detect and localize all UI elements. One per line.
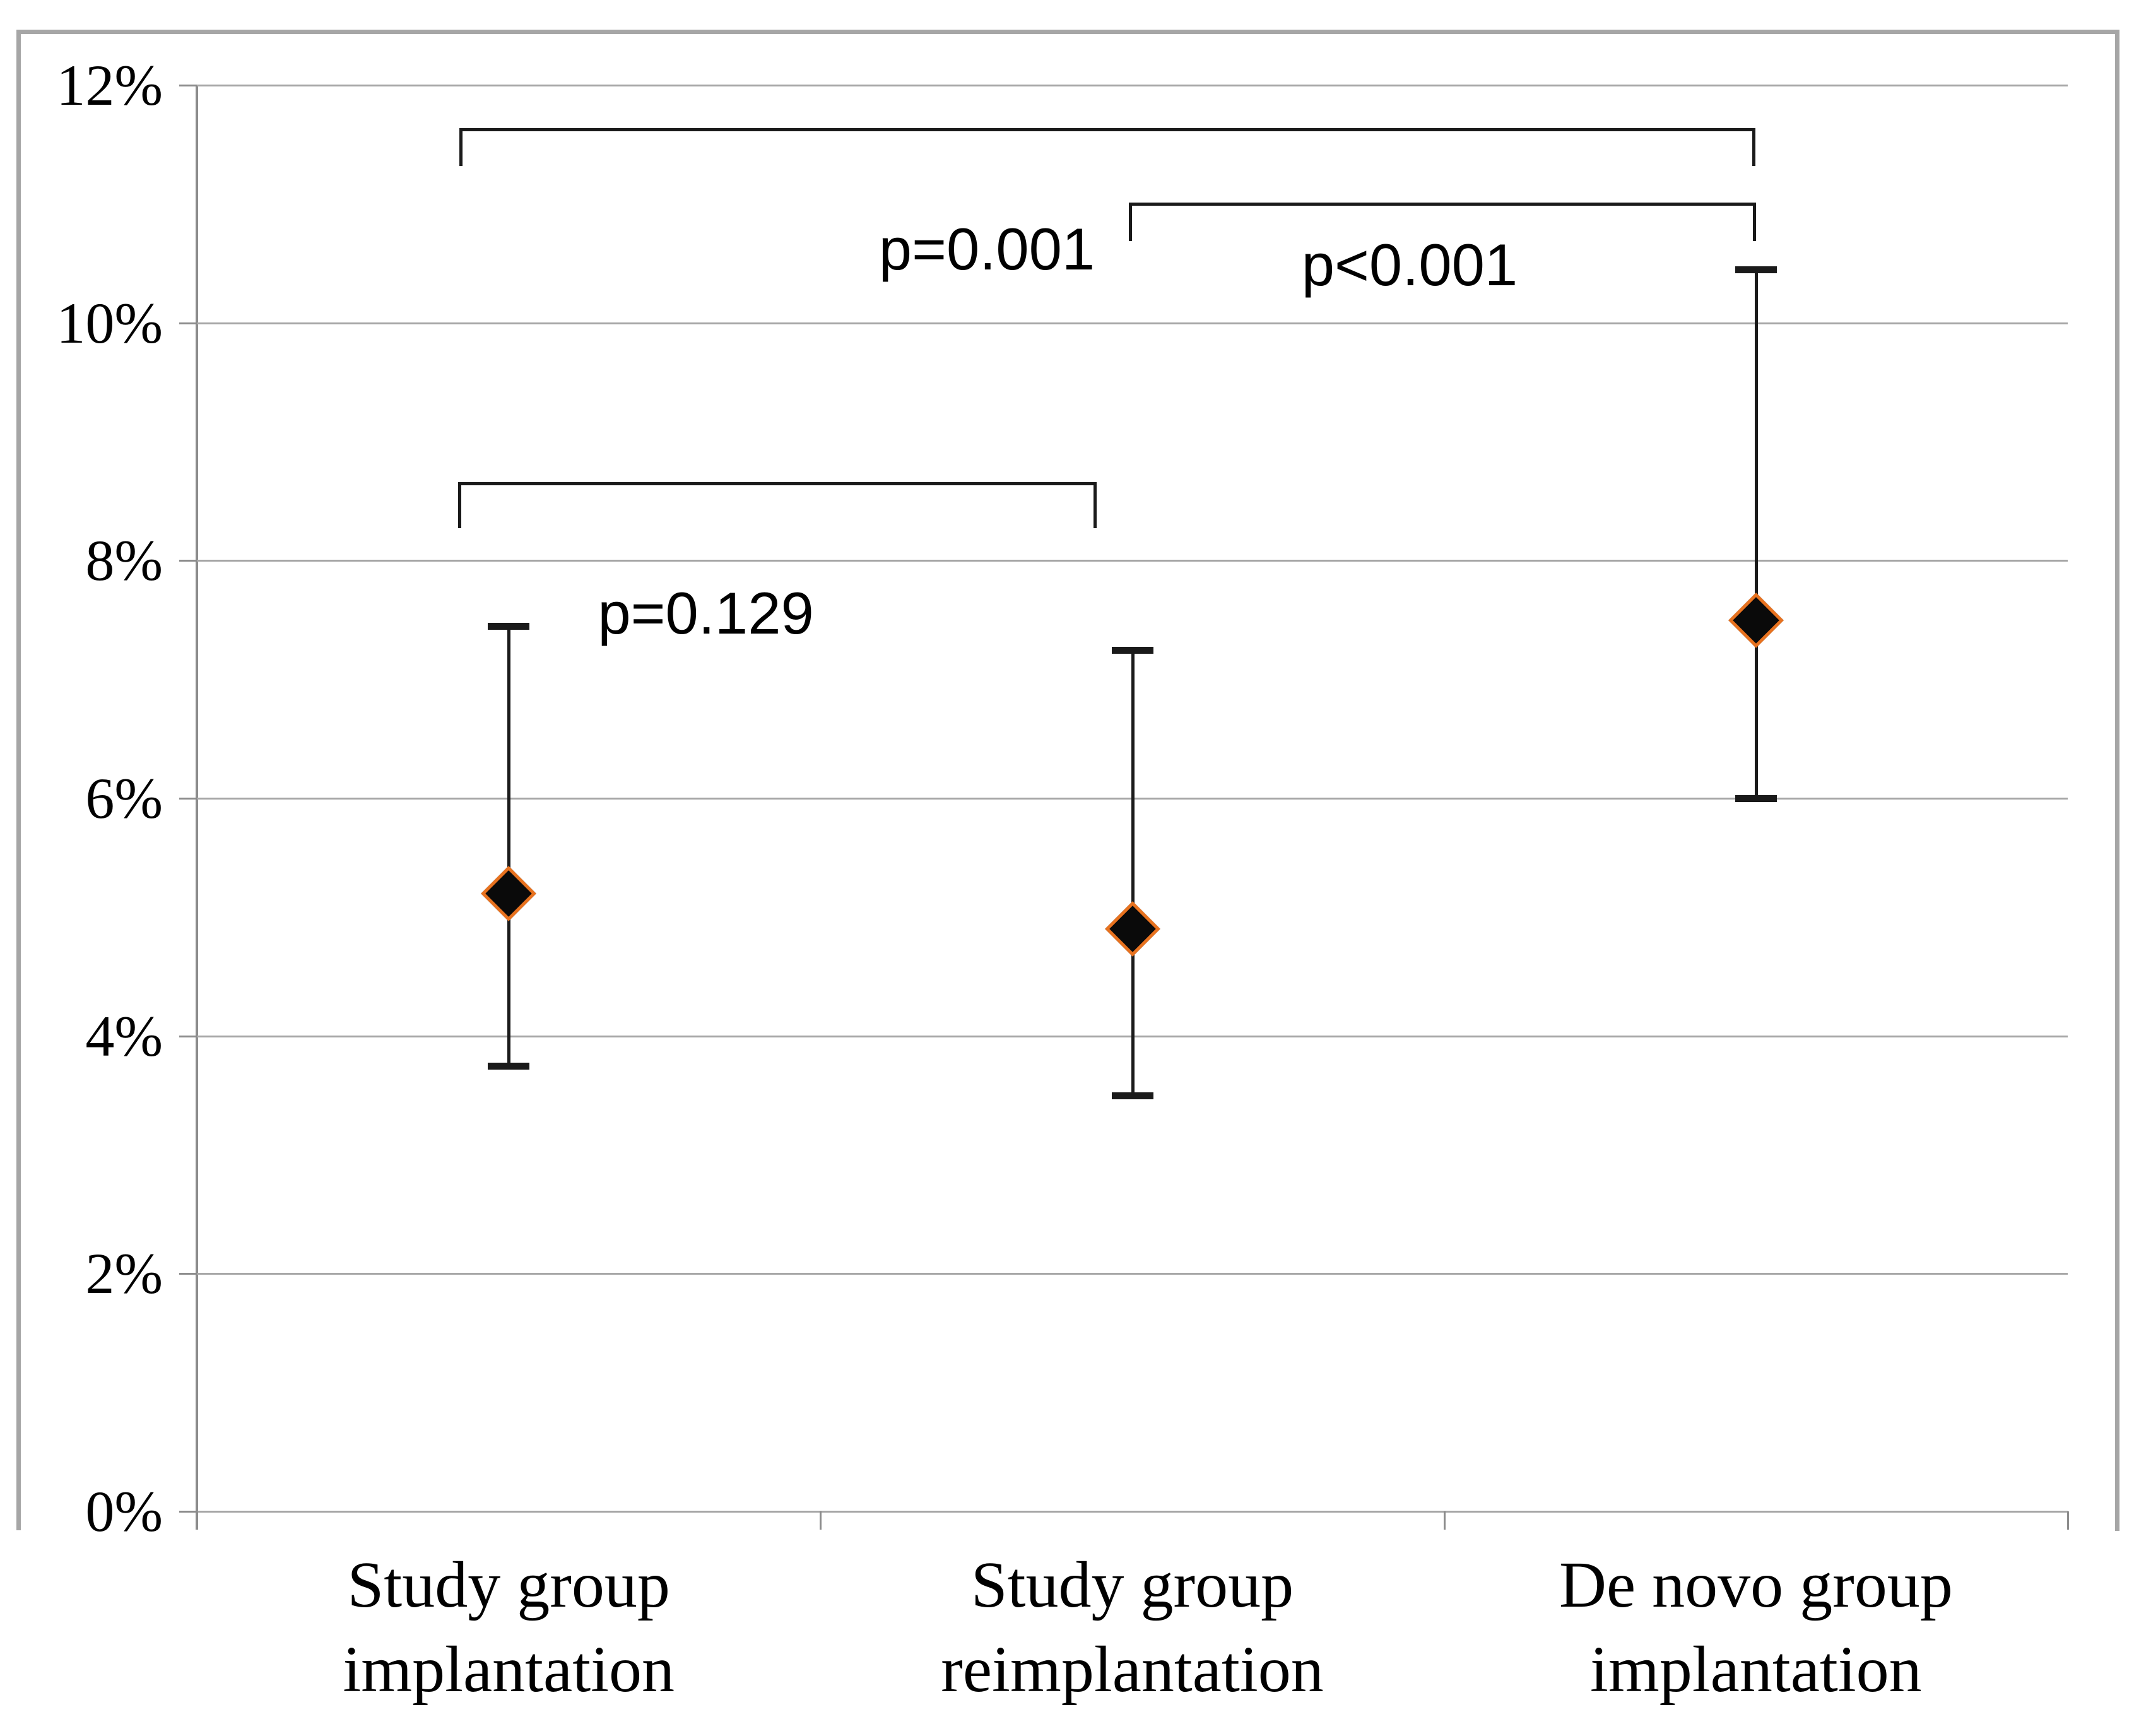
chart-frame-left xyxy=(16,30,21,1530)
p-value-label-1: p<0.001 xyxy=(1301,232,1518,298)
x-boundary-tickmark-1 xyxy=(820,1511,822,1530)
bracket-bar-2 xyxy=(458,482,1097,486)
y-tick-label-2: 8% xyxy=(85,528,163,593)
bracket-left-leg-2 xyxy=(458,482,462,529)
data-point-diamond-0 xyxy=(481,865,536,921)
y-tickmark-2% xyxy=(179,1273,197,1275)
bracket-right-leg-2 xyxy=(1093,482,1097,529)
bracket-left-leg-0 xyxy=(459,127,463,167)
p-value-label-2: p=0.129 xyxy=(598,580,814,647)
error-bar-cap-top-0 xyxy=(488,622,530,630)
gridline-8% xyxy=(197,560,2068,562)
error-bar-line-0 xyxy=(507,625,511,1066)
error-bar-cap-bottom-0 xyxy=(488,1062,530,1070)
error-bar-cap-top-1 xyxy=(1111,646,1153,654)
y-tick-label-1: 10% xyxy=(56,290,163,355)
y-tickmark-4% xyxy=(179,1035,197,1037)
data-point-diamond-2 xyxy=(1728,592,1784,648)
gridline-12% xyxy=(197,85,2068,86)
x-boundary-tickmark-3 xyxy=(2067,1511,2069,1530)
bracket-right-leg-0 xyxy=(1752,127,1755,167)
y-tickmark-0% xyxy=(179,1511,197,1513)
x-boundary-tickmark-2 xyxy=(1443,1511,1446,1530)
error-bar-cap-bottom-1 xyxy=(1111,1092,1153,1099)
error-bar-cap-bottom-2 xyxy=(1735,795,1777,802)
x-category-label-0-line1: Study group xyxy=(347,1549,670,1621)
bracket-bar-0 xyxy=(459,127,1755,131)
y-tick-label-5: 2% xyxy=(85,1241,163,1306)
y-tickmark-8% xyxy=(179,560,197,562)
x-category-label-0-line2: implantation xyxy=(343,1633,675,1706)
bracket-bar-1 xyxy=(1128,203,1756,206)
error-bar-cap-top-2 xyxy=(1735,266,1777,273)
x-category-label-2-line1: De novo group xyxy=(1559,1549,1953,1621)
y-tick-label-4: 4% xyxy=(85,1003,163,1068)
x-boundary-tickmark-0 xyxy=(196,1511,198,1530)
y-tick-label-6: 0% xyxy=(85,1479,163,1544)
x-category-label-2-line2: implantation xyxy=(1589,1633,1922,1706)
y-tickmark-6% xyxy=(179,798,197,800)
x-category-label-1-line2: reimplantation xyxy=(941,1633,1324,1706)
y-tick-label-3: 6% xyxy=(85,766,163,830)
chart-frame-top xyxy=(16,30,2117,34)
gridline-10% xyxy=(197,322,2068,324)
y-tickmark-12% xyxy=(179,85,197,86)
p-value-label-0: p=0.001 xyxy=(878,215,1095,282)
gridline-2% xyxy=(197,1273,2068,1275)
bracket-left-leg-1 xyxy=(1128,203,1132,241)
y-tick-label-0: 12% xyxy=(56,53,163,117)
x-category-label-2: De novo group implantation xyxy=(1314,1543,2134,1712)
error-bar-line-2 xyxy=(1754,269,1758,798)
y-tickmark-10% xyxy=(179,322,197,324)
y-axis-line xyxy=(196,85,198,1530)
x-category-label-1: Study group reimplantation xyxy=(691,1543,1574,1712)
x-category-label-1-line1: Study group xyxy=(970,1549,1294,1621)
data-point-diamond-1 xyxy=(1104,901,1160,957)
error-bar-line-1 xyxy=(1131,649,1135,1095)
gridline-0% xyxy=(197,1511,2068,1513)
x-category-label-0: Study group implantation xyxy=(67,1543,950,1712)
chart-frame-right xyxy=(2115,30,2119,1531)
bracket-right-leg-1 xyxy=(1752,203,1756,241)
